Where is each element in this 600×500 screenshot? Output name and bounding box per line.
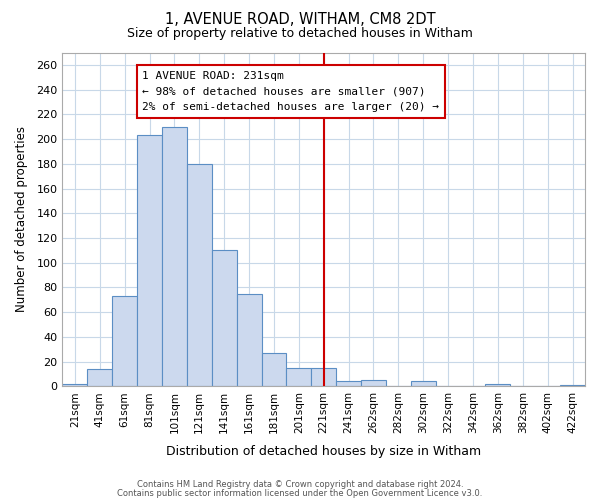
Bar xyxy=(187,164,212,386)
Bar xyxy=(560,385,585,386)
Bar xyxy=(62,384,88,386)
Bar xyxy=(262,353,286,386)
Text: 1 AVENUE ROAD: 231sqm
← 98% of detached houses are smaller (907)
2% of semi-deta: 1 AVENUE ROAD: 231sqm ← 98% of detached … xyxy=(142,71,439,112)
Bar xyxy=(212,250,236,386)
X-axis label: Distribution of detached houses by size in Witham: Distribution of detached houses by size … xyxy=(166,444,481,458)
Text: Contains public sector information licensed under the Open Government Licence v3: Contains public sector information licen… xyxy=(118,488,482,498)
Text: Size of property relative to detached houses in Witham: Size of property relative to detached ho… xyxy=(127,28,473,40)
Text: 1, AVENUE ROAD, WITHAM, CM8 2DT: 1, AVENUE ROAD, WITHAM, CM8 2DT xyxy=(164,12,436,28)
Bar xyxy=(112,296,137,386)
Bar xyxy=(411,382,436,386)
Y-axis label: Number of detached properties: Number of detached properties xyxy=(15,126,28,312)
Text: Contains HM Land Registry data © Crown copyright and database right 2024.: Contains HM Land Registry data © Crown c… xyxy=(137,480,463,489)
Bar xyxy=(137,136,162,386)
Bar xyxy=(336,382,361,386)
Bar xyxy=(236,294,262,386)
Bar xyxy=(162,126,187,386)
Bar xyxy=(286,368,311,386)
Bar xyxy=(88,369,112,386)
Bar xyxy=(311,368,336,386)
Bar xyxy=(361,380,386,386)
Bar xyxy=(485,384,511,386)
